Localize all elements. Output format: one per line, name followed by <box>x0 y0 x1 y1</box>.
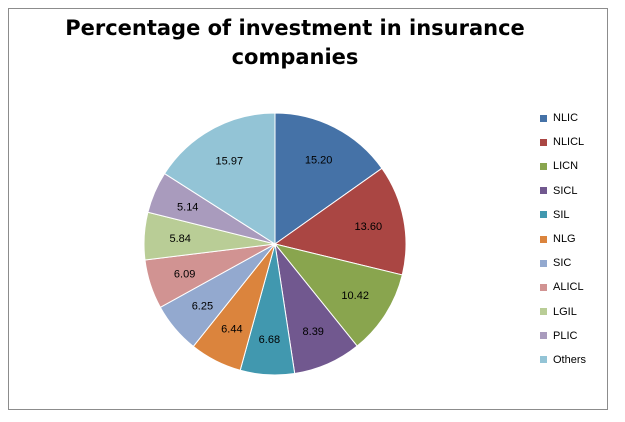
pie-slice-nlicl <box>273 167 407 276</box>
legend: NLIC NLICL LICN SICL SIL NLG SIC ALICL LGIL PLIC O… <box>540 106 610 372</box>
pie-slice-nlic <box>274 112 383 245</box>
legend-label: SICL <box>553 184 578 197</box>
legend-swatch <box>540 259 547 267</box>
legend-swatch <box>540 235 547 243</box>
legend-item-licn: LICN <box>540 154 610 178</box>
legend-label: NLICL <box>553 136 585 149</box>
legend-swatch <box>540 138 547 146</box>
data-label-sic: 6.25 <box>192 300 213 312</box>
data-label-nlg: 6.44 <box>221 324 242 336</box>
legend-item-sil: SIL <box>540 203 610 227</box>
data-label-sicl: 8.39 <box>303 326 324 338</box>
legend-item-sicl: SICL <box>540 179 610 203</box>
legend-swatch <box>540 114 547 122</box>
legend-swatch <box>540 332 547 340</box>
data-label-plic: 5.14 <box>177 201 198 213</box>
legend-item-nlg: NLG <box>540 227 610 251</box>
legend-swatch <box>540 187 547 195</box>
data-label-nlic: 15.20 <box>305 155 333 167</box>
legend-swatch <box>540 308 547 316</box>
data-label-lgil: 5.84 <box>169 233 190 245</box>
legend-swatch <box>540 283 547 291</box>
legend-label: SIL <box>553 208 570 221</box>
legend-label: Others <box>553 353 587 366</box>
data-label-nlicl: 13.60 <box>355 221 383 233</box>
legend-label: ALICL <box>553 281 584 294</box>
legend-item-lgil: LGIL <box>540 300 610 324</box>
data-label-sil: 6.68 <box>259 334 280 346</box>
chart-title: Percentage of investment in insurance co… <box>65 16 525 69</box>
legend-swatch <box>540 211 547 219</box>
legend-item-nlicl: NLICL <box>540 130 610 154</box>
legend-item-nlic: NLIC <box>540 106 610 130</box>
legend-item-others: Others <box>540 348 610 372</box>
pie-slice-others <box>163 112 276 245</box>
data-label-others: 15.97 <box>216 156 244 168</box>
legend-label: LICN <box>553 160 579 173</box>
legend-item-alicl: ALICL <box>540 275 610 299</box>
legend-label: LGIL <box>553 305 577 318</box>
legend-item-plic: PLIC <box>540 324 610 348</box>
pie-slice-licn <box>273 243 403 347</box>
legend-label: PLIC <box>553 329 578 342</box>
legend-swatch <box>540 356 547 364</box>
data-label-alicl: 6.09 <box>174 268 195 280</box>
legend-item-sic: SIC <box>540 251 610 275</box>
legend-swatch <box>540 162 547 170</box>
legend-label: NLG <box>553 233 576 246</box>
legend-label: NLIC <box>553 112 579 125</box>
data-label-licn: 10.42 <box>341 290 369 302</box>
legend-label: SIC <box>553 257 572 270</box>
